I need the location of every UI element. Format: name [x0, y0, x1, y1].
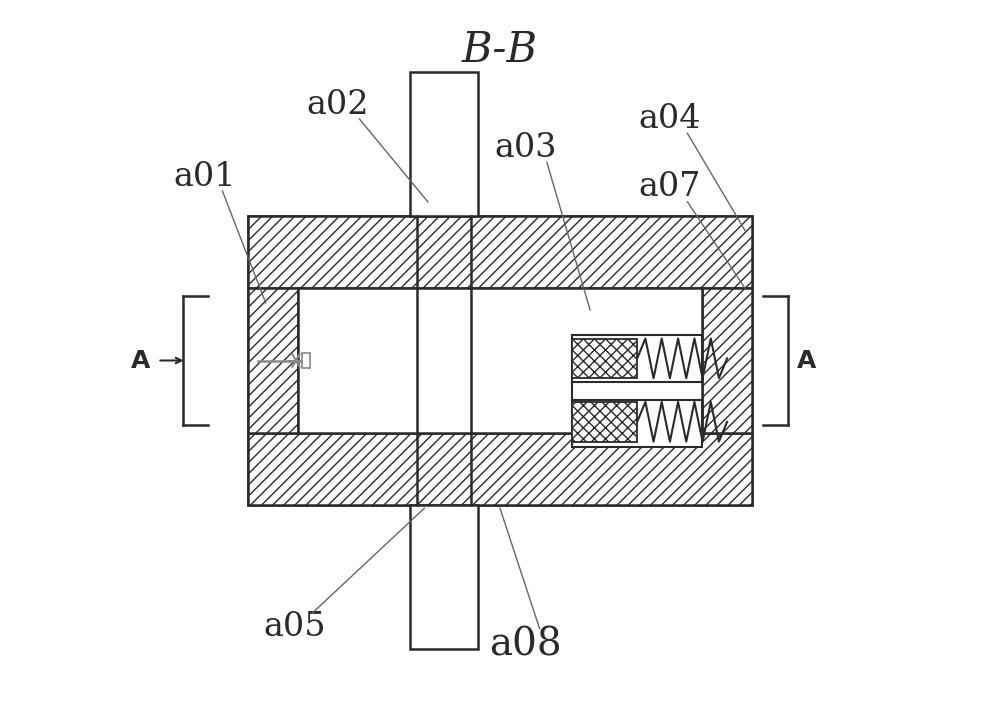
Text: a03: a03	[494, 132, 556, 164]
Bar	[298, 288, 702, 433]
Text: a01: a01	[173, 161, 236, 193]
Bar	[572, 402, 637, 441]
Bar	[302, 353, 310, 368]
Text: A: A	[131, 348, 150, 373]
Text: A: A	[797, 348, 816, 373]
Bar	[248, 216, 752, 288]
Bar	[410, 72, 478, 216]
Bar	[248, 288, 298, 433]
Bar	[572, 339, 637, 378]
Text: a05: a05	[263, 611, 326, 643]
Bar	[410, 505, 478, 649]
Bar	[248, 216, 752, 505]
Bar	[248, 433, 752, 505]
Bar	[572, 400, 702, 447]
Text: a04: a04	[638, 103, 701, 135]
Bar	[702, 288, 752, 433]
Text: B-B: B-B	[462, 29, 538, 71]
Text: a02: a02	[307, 89, 369, 120]
Text: a07: a07	[638, 172, 701, 203]
Text: a08: a08	[489, 627, 562, 664]
Bar	[572, 335, 702, 382]
